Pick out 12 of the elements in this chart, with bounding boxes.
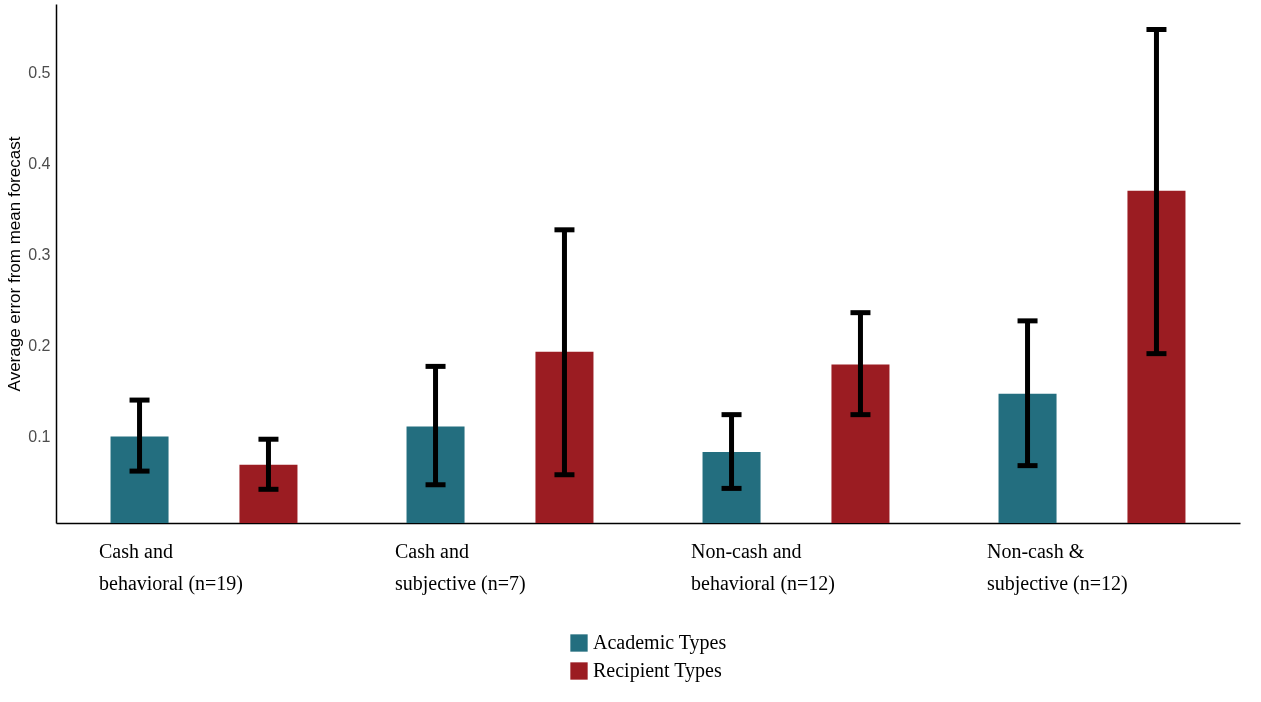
x-tick-label: Non-cash & subjective (n=12) xyxy=(987,539,1128,595)
y-axis-title: Average error from mean forecast xyxy=(5,136,25,392)
y-tick-label: 0.2 xyxy=(28,336,51,354)
x-tick-label: Non-cash and behavioral (n=12) xyxy=(691,539,836,595)
y-tick-label: 0.5 xyxy=(28,63,51,81)
x-tick-label: Cash and behavioral (n=19) xyxy=(99,539,244,595)
legend-label: Recipient Types xyxy=(593,659,722,682)
x-tick-label: Cash and subjective (n=7) xyxy=(395,539,526,595)
y-tick-label: 0.4 xyxy=(28,154,51,172)
y-tick-label: 0.1 xyxy=(28,428,51,445)
y-tick-label: 0.3 xyxy=(28,245,51,263)
legend-label: Academic Types xyxy=(593,631,727,654)
